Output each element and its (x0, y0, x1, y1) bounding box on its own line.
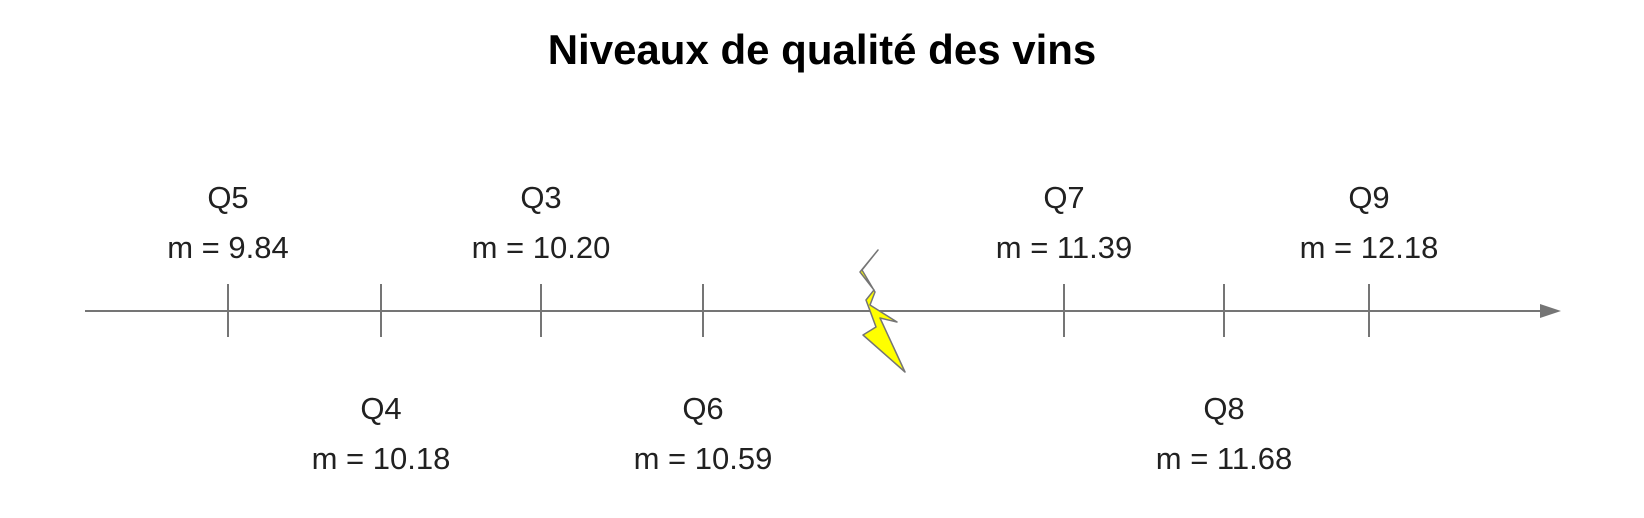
level-q5-mean: m = 9.84 (167, 230, 289, 265)
level-q8-name: Q8 (1203, 391, 1245, 426)
level-q8: Q8 m = 11.68 (1104, 384, 1344, 484)
level-q4-mean: m = 10.18 (311, 441, 451, 476)
level-q5-name: Q5 (207, 180, 249, 215)
level-q6-name: Q6 (682, 391, 724, 426)
level-q3-mean: m = 10.20 (471, 230, 611, 265)
level-q6: Q6 m = 10.59 (583, 384, 823, 484)
level-q8-mean: m = 11.68 (1155, 441, 1293, 476)
level-q3-name: Q3 (520, 180, 562, 215)
level-q7: Q7 m = 11.39 (944, 173, 1184, 273)
diagram-title: Niveaux de qualité des vins (547, 26, 1097, 73)
level-q7-mean: m = 11.39 (995, 230, 1133, 265)
level-q9: Q9 m = 12.18 (1249, 173, 1489, 273)
lightning-bolt-icon (859, 249, 906, 373)
axis-arrowhead (1540, 304, 1561, 318)
level-q6-mean: m = 10.59 (633, 441, 773, 476)
level-q9-name: Q9 (1348, 180, 1390, 215)
level-q4: Q4 m = 10.18 (261, 384, 501, 484)
level-q3: Q3 m = 10.20 (421, 173, 661, 273)
level-q5: Q5 m = 9.84 (108, 173, 348, 273)
level-q9-mean: m = 12.18 (1299, 230, 1439, 265)
level-q4-name: Q4 (360, 391, 402, 426)
level-q7-name: Q7 (1043, 180, 1085, 215)
